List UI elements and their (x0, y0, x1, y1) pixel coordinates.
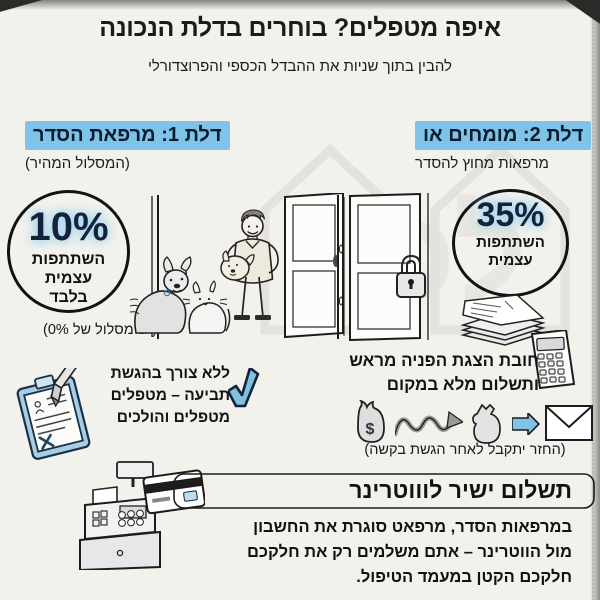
svg-text:$: $ (366, 421, 375, 438)
